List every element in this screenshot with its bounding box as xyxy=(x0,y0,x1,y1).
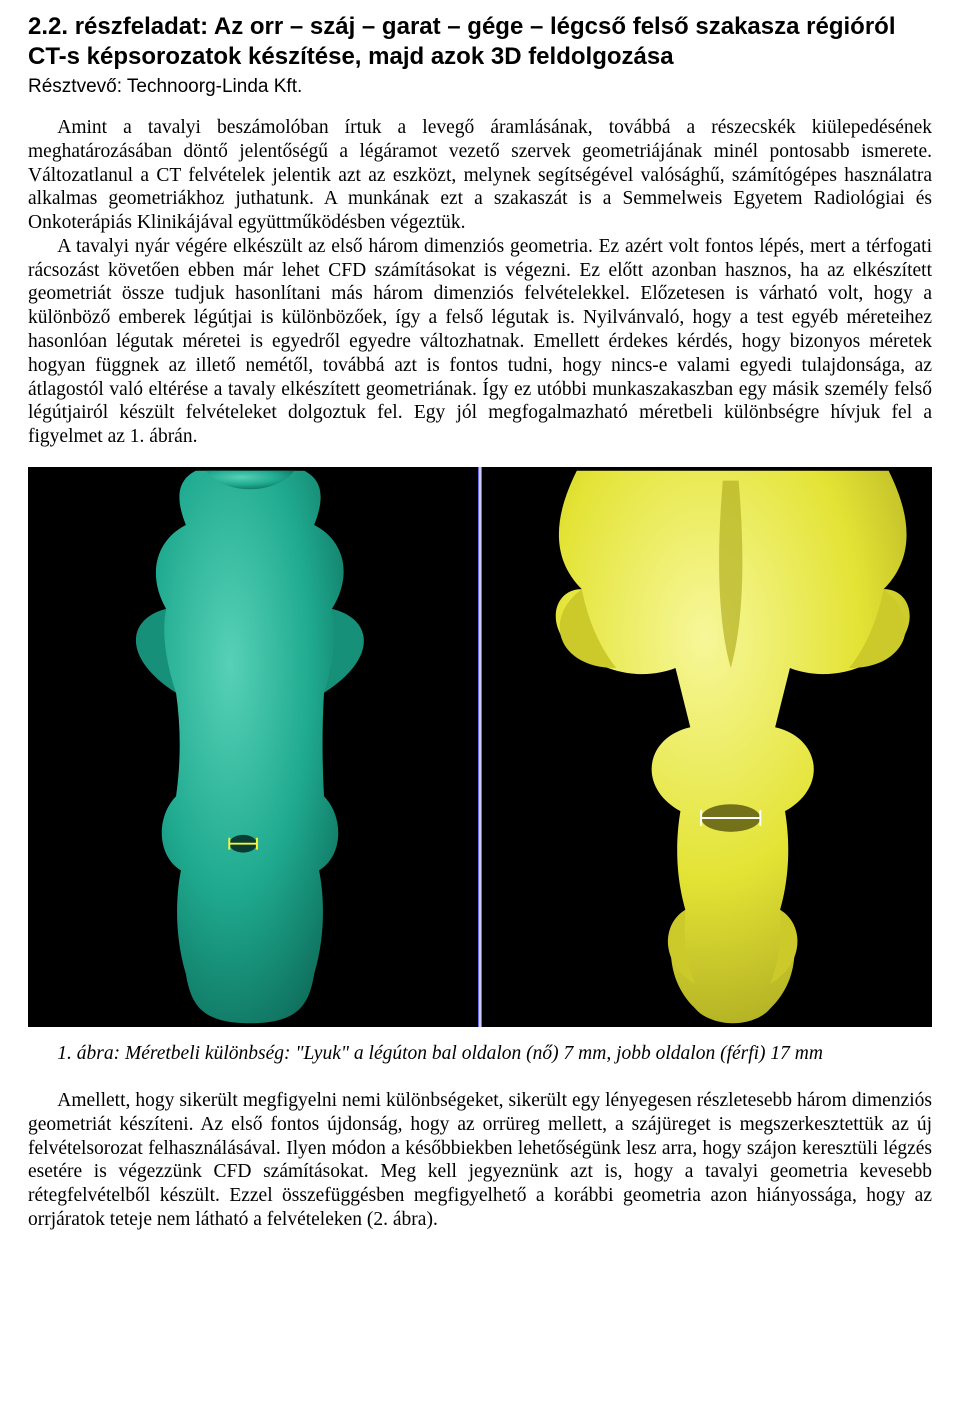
figure-1-left-panel xyxy=(28,467,472,1027)
airway-left-shape xyxy=(152,471,348,1024)
paragraph-2: A tavalyi nyár végére elkészült az első … xyxy=(28,235,932,449)
paragraph-3: Amellett, hogy sikerült megfigyelni nemi… xyxy=(28,1089,932,1232)
figure-1-caption: 1. ábra: Méretbeli különbség: "Lyuk" a l… xyxy=(28,1043,932,1065)
figure-1-divider xyxy=(478,467,482,1027)
figure-1-row xyxy=(28,467,932,1027)
airway-right-svg xyxy=(488,467,932,1027)
paragraph-1: Amint a tavalyi beszámolóban írtuk a lev… xyxy=(28,116,932,235)
section-title: 2.2. részfeladat: Az orr – száj – garat … xyxy=(28,12,932,72)
airway-left-svg xyxy=(28,467,472,1027)
participant-line: Résztvevő: Technoorg-Linda Kft. xyxy=(28,76,932,98)
figure-1-right-panel xyxy=(488,467,932,1027)
figure-1: 1. ábra: Méretbeli különbség: "Lyuk" a l… xyxy=(28,467,932,1065)
document-page: 2.2. részfeladat: Az orr – száj – garat … xyxy=(0,0,960,1272)
